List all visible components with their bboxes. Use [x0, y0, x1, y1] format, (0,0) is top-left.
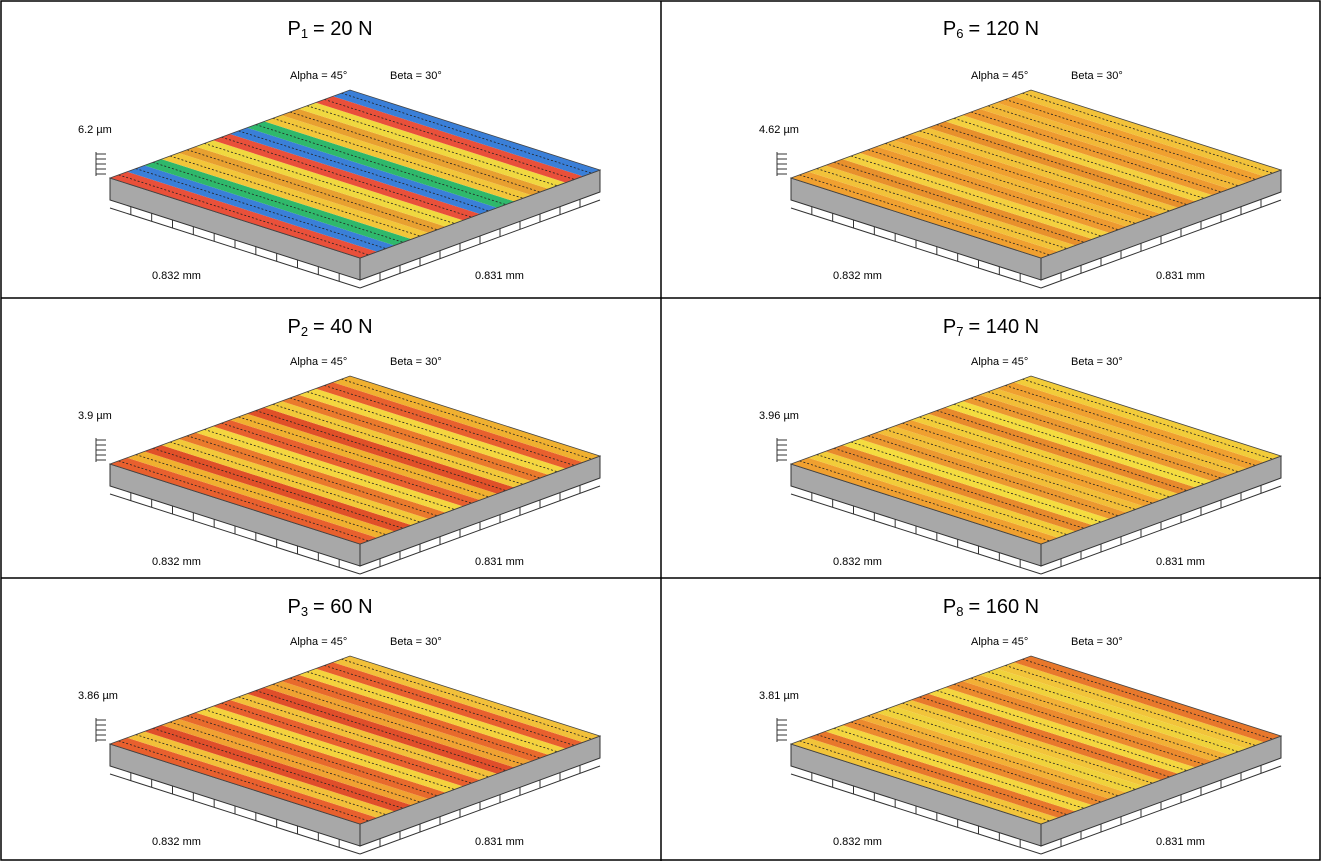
x-length-label: 0.832 mm — [152, 836, 201, 848]
panel-title: P1 = 20 N — [287, 18, 372, 41]
alpha-label: Alpha = 45° — [971, 636, 1028, 648]
title-load: = 20 N — [313, 18, 372, 40]
panel: P7 = 140 N Alpha = 45° Beta = 30° 3.96 µm 0.8… — [759, 316, 1281, 574]
title-letter: P — [287, 596, 300, 618]
title-subscript: 3 — [301, 604, 308, 619]
title-load: = 160 N — [968, 596, 1039, 618]
beta-label: Beta = 30° — [1071, 356, 1123, 368]
y-length-label: 0.831 mm — [475, 836, 524, 848]
panel-title: P6 = 120 N — [943, 18, 1039, 41]
panel-title: P2 = 40 N — [287, 316, 372, 339]
title-letter: P — [943, 596, 956, 618]
title-load: = 120 N — [968, 18, 1039, 40]
x-length-label: 0.832 mm — [833, 836, 882, 848]
title-subscript: 1 — [301, 26, 308, 41]
z-range-label: 3.86 µm — [78, 690, 118, 702]
title-letter: P — [287, 18, 300, 40]
figure-table: P1= 20 NAlpha = 45°Beta = 30°6.2 µm0.832… — [0, 0, 1322, 862]
title-load: = 60 N — [313, 596, 372, 618]
alpha-label: Alpha = 45° — [971, 356, 1028, 368]
z-range-label: 6.2 µm — [78, 124, 112, 136]
x-length-label: 0.832 mm — [833, 556, 882, 568]
panel: P2 = 40 N Alpha = 45° Beta = 30° 3.9 µm 0.832… — [78, 316, 600, 574]
y-length-label: 0.831 mm — [1156, 556, 1205, 568]
z-range-label: 3.81 µm — [759, 690, 799, 702]
beta-label: Beta = 30° — [1071, 636, 1123, 648]
alpha-label: Alpha = 45° — [290, 636, 347, 648]
x-length-label: 0.832 mm — [152, 556, 201, 568]
beta-label: Beta = 30° — [390, 636, 442, 648]
panel-title: P8 = 160 N — [943, 596, 1039, 619]
title-subscript: 7 — [956, 324, 963, 339]
title-load: = 140 N — [968, 316, 1039, 338]
z-range-label: 3.9 µm — [78, 410, 112, 422]
title-subscript: 2 — [301, 324, 308, 339]
beta-label: Beta = 30° — [390, 356, 442, 368]
y-length-label: 0.831 mm — [475, 270, 524, 282]
title-letter: P — [943, 316, 956, 338]
panel-title: P7 = 140 N — [943, 316, 1039, 339]
alpha-label: Alpha = 45° — [290, 356, 347, 368]
alpha-label: Alpha = 45° — [290, 70, 347, 82]
panel-title: P3 = 60 N — [287, 596, 372, 619]
z-range-label: 4.62 µm — [759, 124, 799, 136]
x-length-label: 0.832 mm — [152, 270, 201, 282]
beta-label: Beta = 30° — [390, 70, 442, 82]
z-range-label: 3.96 µm — [759, 410, 799, 422]
panel: P1 = 20 N Alpha = 45° Beta = 30° 6.2 µm 0.832… — [78, 18, 600, 288]
title-subscript: 6 — [956, 26, 963, 41]
alpha-label: Alpha = 45° — [971, 70, 1028, 82]
x-length-label: 0.832 mm — [833, 270, 882, 282]
title-letter: P — [943, 18, 956, 40]
y-length-label: 0.831 mm — [1156, 270, 1205, 282]
panel: P8 = 160 N Alpha = 45° Beta = 30° 3.81 µm 0.8… — [759, 596, 1281, 854]
beta-label: Beta = 30° — [1071, 70, 1123, 82]
y-length-label: 0.831 mm — [1156, 836, 1205, 848]
panel: P6 = 120 N Alpha = 45° Beta = 30° 4.62 µm 0.8… — [759, 18, 1281, 288]
title-letter: P — [287, 316, 300, 338]
title-load: = 40 N — [313, 316, 372, 338]
panel: P3 = 60 N Alpha = 45° Beta = 30° 3.86 µm 0.83… — [78, 596, 600, 854]
title-subscript: 8 — [956, 604, 963, 619]
y-length-label: 0.831 mm — [475, 556, 524, 568]
